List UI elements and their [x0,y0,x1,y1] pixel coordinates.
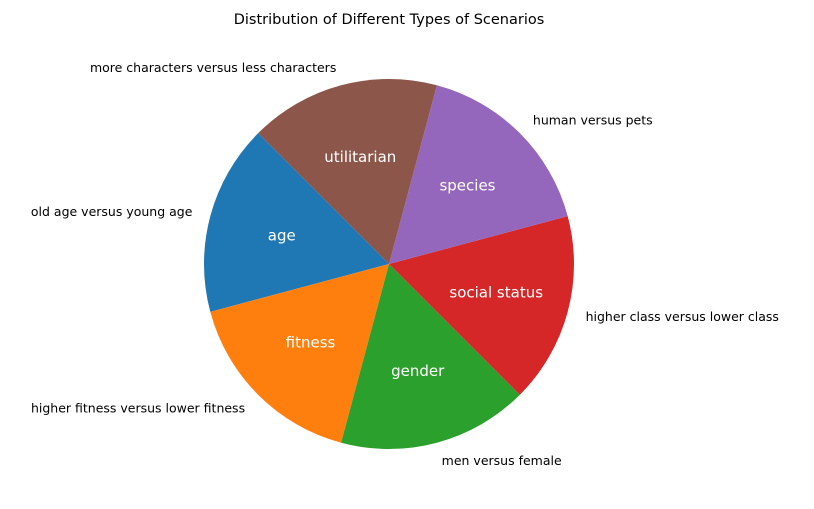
pie-labels: age old age versus young age fitness higher… [31,60,779,468]
pie-slice-utilitarian [258,78,437,264]
pie-slice-social-status [389,216,574,395]
chart-title: Distribution of Different Types of Scena… [234,12,545,28]
slice-category-label-utilitarian: utilitarian [324,148,396,166]
pie-slice-fitness [210,264,389,443]
slice-category-label-species: species [439,177,495,195]
slice-outer-label-age: old age versus young age [31,204,193,219]
slice-category-label-gender: gender [391,362,445,380]
slice-category-label-social-status: social status [449,284,543,302]
pie-slice-age [204,133,389,312]
pie-slices [204,78,574,449]
slice-category-label-fitness: fitness [286,333,336,351]
slice-outer-label-gender: men versus female [442,453,562,468]
slice-outer-label-utilitarian: more characters versus less characters [90,60,336,75]
slice-outer-label-social-status: higher class versus lower class [586,309,779,324]
slice-outer-label-fitness: higher fitness versus lower fitness [31,400,245,415]
slice-outer-label-species: human versus pets [533,113,653,128]
slice-category-label-age: age [268,226,296,244]
pie-slice-gender [341,264,520,449]
pie-slice-species [389,85,568,265]
